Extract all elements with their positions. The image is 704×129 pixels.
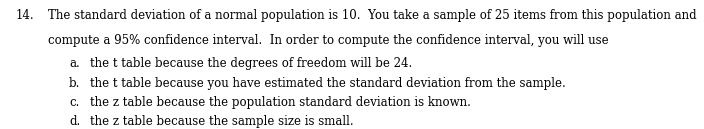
Text: 14.: 14. — [15, 9, 34, 22]
Text: the z table because the population standard deviation is known.: the z table because the population stand… — [90, 96, 471, 109]
Text: the z table because the sample size is small.: the z table because the sample size is s… — [90, 115, 353, 128]
Text: the t table because the degrees of freedom will be 24.: the t table because the degrees of freed… — [90, 57, 413, 70]
Text: b.: b. — [69, 77, 80, 90]
Text: d.: d. — [69, 115, 80, 128]
Text: the t table because you have estimated the standard deviation from the sample.: the t table because you have estimated t… — [90, 77, 566, 90]
Text: The standard deviation of a normal population is 10.  You take a sample of 25 it: The standard deviation of a normal popul… — [48, 9, 696, 22]
Text: c.: c. — [69, 96, 80, 109]
Text: a.: a. — [69, 57, 80, 70]
Text: compute a 95% confidence interval.  In order to compute the confidence interval,: compute a 95% confidence interval. In or… — [48, 34, 608, 47]
